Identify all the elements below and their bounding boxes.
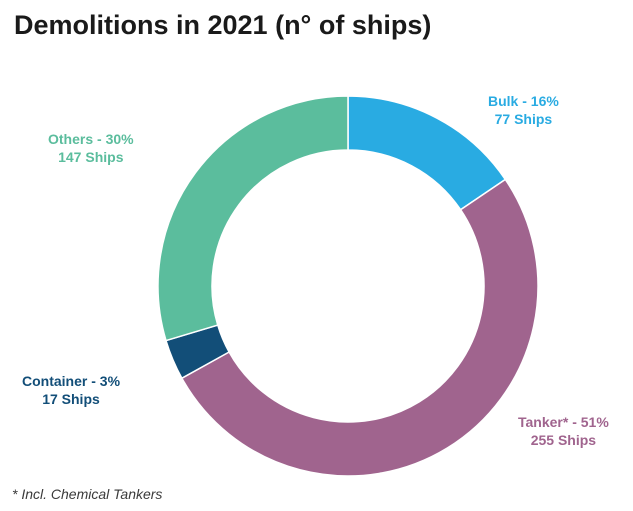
slice-label-others-count: 147 Ships (58, 149, 124, 165)
slice-label-container-count: 17 Ships (42, 391, 100, 407)
footnote: * Incl. Chemical Tankers (12, 486, 163, 502)
slice-label-bulk-title: Bulk - 16% (488, 93, 559, 109)
slice-tanker (180, 178, 539, 477)
slice-bulk (347, 95, 507, 211)
slice-label-container-title: Container - 3% (22, 373, 121, 389)
slice-others (157, 95, 349, 342)
slice-label-bulk: Bulk - 16% 77 Ships (488, 92, 559, 128)
slice-label-tanker: Tanker* - 51% 255 Ships (518, 413, 609, 449)
slice-label-tanker-count: 255 Ships (530, 432, 597, 448)
slice-label-others: Others - 30% 147 Ships (48, 130, 134, 166)
slice-label-tanker-title: Tanker* - 51% (518, 414, 609, 430)
slice-label-others-title: Others - 30% (48, 131, 134, 147)
chart-title: Demolitions in 2021 (n° of ships) (14, 10, 432, 40)
slice-label-bulk-count: 77 Ships (494, 111, 553, 127)
slice-label-container: Container - 3% 17 Ships (22, 372, 120, 408)
